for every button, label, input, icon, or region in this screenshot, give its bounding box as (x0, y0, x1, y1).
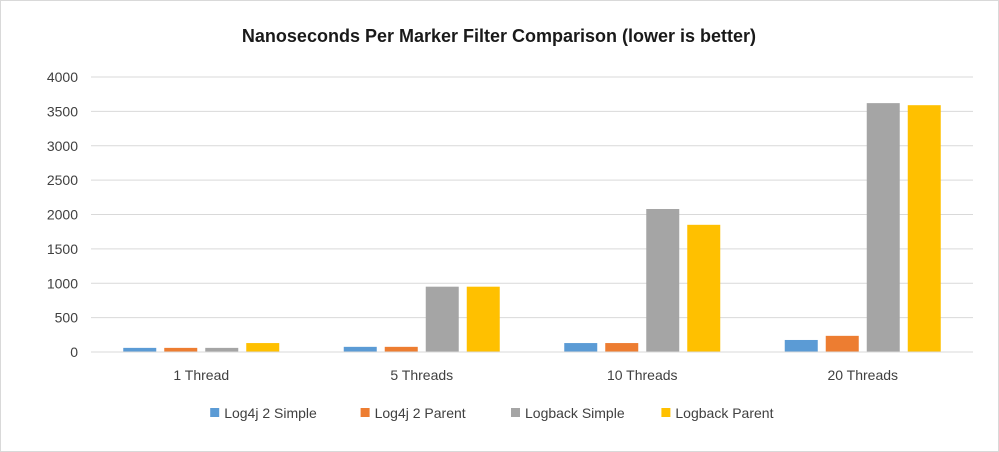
y-tick-label: 3500 (47, 103, 78, 119)
y-tick-label: 1000 (47, 275, 78, 291)
legend-swatch (661, 408, 671, 417)
y-tick-label: 3000 (47, 138, 78, 154)
legend-swatch (360, 408, 370, 417)
legend-label: Log4j 2 Simple (224, 405, 317, 421)
chart-title: Nanoseconds Per Marker Filter Comparison… (242, 26, 756, 46)
legend: Log4j 2 Simple Log4j 2 Parent Logback Simp… (210, 405, 774, 421)
y-tick-label: 1500 (47, 241, 78, 257)
legend-swatch (210, 408, 220, 417)
bar (564, 343, 598, 352)
bar (384, 346, 418, 352)
y-tick-label: 0 (70, 344, 78, 360)
gridlines (91, 76, 973, 319)
bar (343, 346, 377, 352)
bar (246, 343, 280, 352)
bar (123, 347, 157, 352)
bar (687, 224, 721, 352)
x-tick-label: 20 Threads (827, 367, 898, 383)
bar (205, 347, 239, 352)
legend-swatch (511, 408, 520, 417)
y-tick-label: 500 (55, 310, 79, 326)
bar (466, 286, 500, 352)
legend-label: Log4j 2 Parent (375, 405, 466, 421)
bar (866, 103, 900, 352)
x-tick-label: 5 Threads (390, 367, 453, 383)
y-axis-ticks: 0 500 1000 1500 2000 2500 3000 3500 4000 (47, 69, 78, 360)
legend-label: Logback Parent (675, 405, 773, 421)
x-tick-label: 1 Thread (173, 367, 229, 383)
y-tick-label: 2000 (47, 207, 78, 223)
bar (605, 343, 639, 352)
bar (907, 105, 941, 352)
bar (425, 286, 459, 352)
bar (646, 209, 680, 352)
y-tick-label: 2500 (47, 172, 78, 188)
x-axis-ticks: 1 Thread 5 Threads 10 Threads 20 Threads (173, 367, 898, 383)
bar (784, 339, 818, 352)
y-tick-label: 4000 (47, 69, 78, 85)
bar (825, 335, 859, 352)
legend-label: Logback Simple (525, 405, 625, 421)
x-tick-label: 10 Threads (607, 367, 678, 383)
bars (123, 103, 941, 352)
bar (164, 347, 198, 352)
